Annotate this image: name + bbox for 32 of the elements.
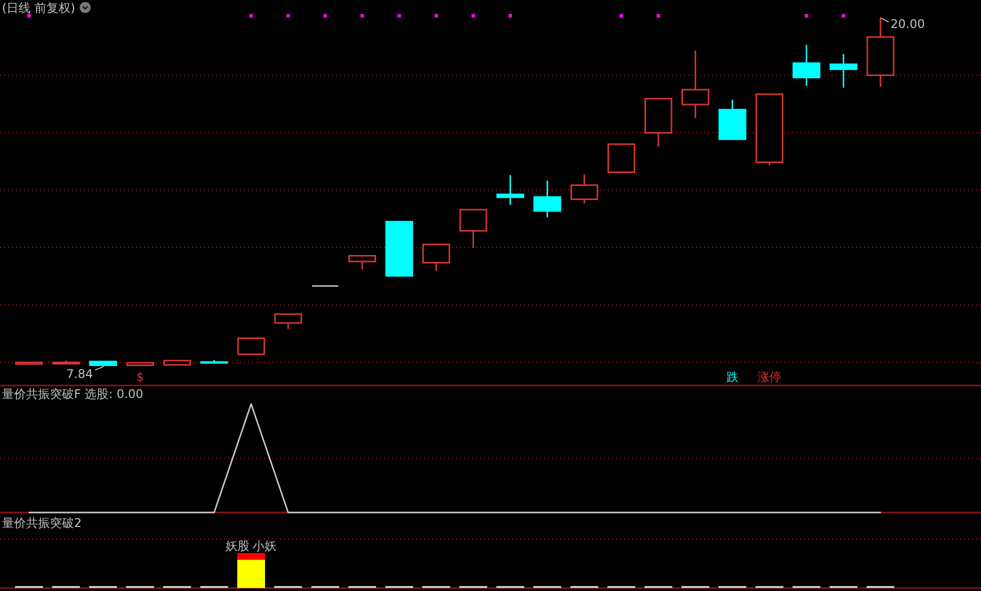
- candlestick: [15, 362, 43, 365]
- candlestick: [237, 337, 266, 356]
- candlestick: [200, 359, 228, 365]
- candlestick: [89, 360, 117, 368]
- candlestick: [163, 360, 191, 366]
- candlestick: [348, 255, 376, 270]
- text: 涨停: [757, 370, 782, 384]
- candlestick: [459, 208, 488, 249]
- candlestick: [274, 313, 302, 330]
- candlestick: [496, 174, 524, 206]
- candlestick: [718, 98, 746, 140]
- chart-title: (日线 前复权): [2, 1, 76, 15]
- candlestick: [682, 50, 710, 120]
- text: 跌: [726, 370, 738, 384]
- annotation: 妖股: [226, 539, 250, 553]
- annotation: 20.00: [890, 16, 925, 31]
- candlestick: [644, 98, 672, 148]
- candlestick: [422, 244, 450, 272]
- candlestick: [607, 143, 636, 174]
- candlestick: [52, 360, 80, 365]
- annotation: 7.84: [66, 366, 94, 381]
- text: $: [136, 370, 144, 384]
- candlestick: [830, 53, 858, 88]
- candlestick: [792, 44, 820, 87]
- candlestick: [126, 362, 154, 366]
- candlestick: [533, 180, 562, 218]
- candlestick: [570, 174, 598, 204]
- chart-title: 量价共振突破F 选股: 0.00: [2, 387, 144, 401]
- candlestick: [385, 220, 414, 278]
- chart-title: 量价共振突破2: [2, 516, 82, 530]
- annotation: 小妖: [252, 539, 277, 553]
- candlestick: [756, 93, 784, 166]
